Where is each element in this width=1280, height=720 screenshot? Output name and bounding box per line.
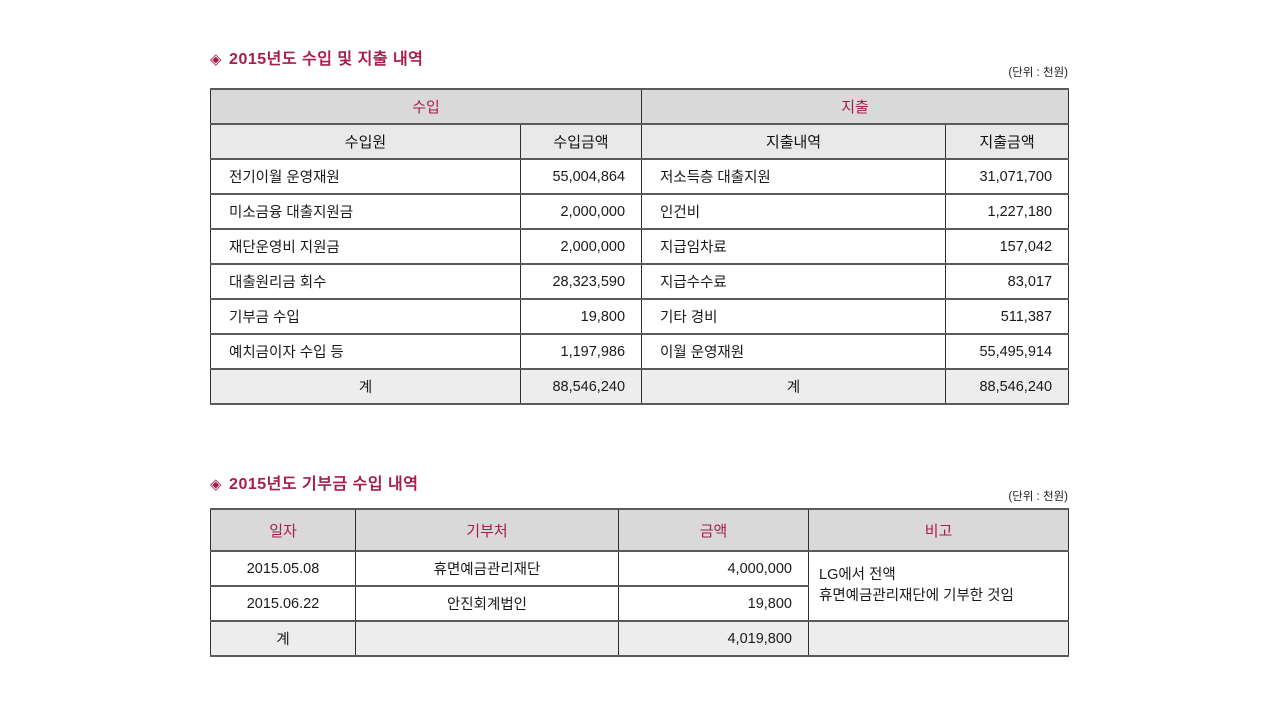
expense-amount-header: 지출금액 bbox=[945, 123, 1070, 160]
section1-unit-note: (단위 : 천원) bbox=[1008, 67, 1068, 79]
remark-line: 휴면예금관리재단에 기부한 것임 bbox=[819, 588, 1014, 604]
expense-group-header: 지출 bbox=[641, 88, 1070, 125]
income-amount-cell: 1,197,986 bbox=[519, 333, 643, 370]
expense-total-amount: 88,546,240 bbox=[945, 368, 1070, 405]
income-expense-table: 수입 지출 수입원 수입금액 지출내역 지출금액 전기이월 운영재원 55,00… bbox=[209, 88, 1070, 405]
expense-detail-cell: 지급수수료 bbox=[641, 263, 947, 300]
donation-donor-cell: 안진회계법인 bbox=[355, 585, 619, 622]
expense-amount-cell: 55,495,914 bbox=[945, 333, 1070, 370]
income-group-header: 수입 bbox=[209, 88, 643, 125]
donation-total-label: 계 bbox=[210, 620, 356, 657]
expense-amount-cell: 31,071,700 bbox=[945, 158, 1070, 195]
income-amount-cell: 55,004,864 bbox=[519, 158, 643, 195]
donation-donor-cell: 휴면예금관리재단 bbox=[355, 550, 619, 587]
section1-title: ◈ 2015년도 수입 및 지출 내역 bbox=[210, 45, 1068, 69]
expense-detail-cell: 지급임차료 bbox=[641, 228, 947, 265]
expense-amount-cell: 511,387 bbox=[945, 298, 1070, 335]
income-amount-cell: 19,800 bbox=[519, 298, 643, 335]
total-row: 계 4,019,800 bbox=[210, 620, 1069, 657]
income-source-cell: 전기이월 운영재원 bbox=[210, 158, 521, 195]
expense-detail-cell: 저소득층 대출지원 bbox=[641, 158, 947, 195]
income-source-cell: 미소금융 대출지원금 bbox=[210, 193, 521, 230]
section2-title-text: 2015년도 기부금 수입 내역 bbox=[229, 476, 419, 493]
group-header-row: 수입 지출 bbox=[209, 88, 1070, 125]
income-amount-cell: 28,323,590 bbox=[519, 263, 643, 300]
expense-detail-cell: 이월 운영재원 bbox=[641, 333, 947, 370]
section2-unit-note: (단위 : 천원) bbox=[1008, 491, 1068, 503]
table-row: 예치금이자 수입 등 1,197,986 이월 운영재원 55,495,914 bbox=[210, 333, 1070, 370]
expense-detail-cell: 인건비 bbox=[641, 193, 947, 230]
expense-total-label: 계 bbox=[641, 368, 947, 405]
date-header: 일자 bbox=[210, 508, 356, 552]
donation-remark-cell: LG에서 전액 휴면예금관리재단에 기부한 것임 bbox=[808, 550, 1069, 622]
section1-title-text: 2015년도 수입 및 지출 내역 bbox=[229, 51, 424, 68]
income-total-label: 계 bbox=[210, 368, 521, 405]
amount-header: 금액 bbox=[618, 508, 809, 552]
donation-total-amount: 4,019,800 bbox=[618, 620, 809, 657]
expense-amount-cell: 83,017 bbox=[945, 263, 1070, 300]
total-row: 계 88,546,240 계 88,546,240 bbox=[210, 368, 1070, 405]
column-header-row: 일자 기부처 금액 비고 bbox=[210, 508, 1069, 552]
income-source-header: 수입원 bbox=[210, 123, 521, 160]
expense-amount-cell: 1,227,180 bbox=[945, 193, 1070, 230]
table-row: 전기이월 운영재원 55,004,864 저소득층 대출지원 31,071,70… bbox=[210, 158, 1070, 195]
donation-amount-cell: 4,000,000 bbox=[618, 550, 809, 587]
table-row: 기부금 수입 19,800 기타 경비 511,387 bbox=[210, 298, 1070, 335]
remark-line: LG에서 전액 bbox=[819, 566, 896, 583]
income-total-amount: 88,546,240 bbox=[519, 368, 643, 405]
income-amount-cell: 2,000,000 bbox=[519, 193, 643, 230]
remark-header: 비고 bbox=[808, 508, 1069, 552]
expense-amount-cell: 157,042 bbox=[945, 228, 1070, 265]
donation-table: 일자 기부처 금액 비고 2015.05.08 휴면예금관리재단 4,000,0… bbox=[210, 508, 1069, 657]
empty-cell bbox=[808, 620, 1069, 657]
donation-date-cell: 2015.06.22 bbox=[210, 585, 356, 622]
diamond-bullet-icon: ◈ bbox=[210, 51, 223, 68]
table-row: 2015.05.08 휴면예금관리재단 4,000,000 LG에서 전액 휴면… bbox=[210, 550, 1069, 622]
donation-amount-cell: 19,800 bbox=[618, 585, 809, 622]
income-amount-header: 수입금액 bbox=[519, 123, 643, 160]
income-source-cell: 예치금이자 수입 등 bbox=[210, 333, 521, 370]
income-source-cell: 기부금 수입 bbox=[210, 298, 521, 335]
income-source-cell: 재단운영비 지원금 bbox=[210, 228, 521, 265]
table-row: 재단운영비 지원금 2,000,000 지급임차료 157,042 bbox=[210, 228, 1070, 265]
empty-cell bbox=[355, 620, 619, 657]
diamond-bullet-icon: ◈ bbox=[210, 476, 223, 493]
donation-date-cell: 2015.05.08 bbox=[210, 550, 356, 587]
table-row: 미소금융 대출지원금 2,000,000 인건비 1,227,180 bbox=[210, 193, 1070, 230]
donor-header: 기부처 bbox=[355, 508, 619, 552]
section2-title: ◈ 2015년도 기부금 수입 내역 bbox=[210, 470, 1068, 494]
column-header-row: 수입원 수입금액 지출내역 지출금액 bbox=[210, 123, 1070, 160]
expense-detail-header: 지출내역 bbox=[641, 123, 947, 160]
table-row: 2015.06.22 안진회계법인 19,800 bbox=[210, 585, 1069, 622]
income-amount-cell: 2,000,000 bbox=[519, 228, 643, 265]
income-source-cell: 대출원리금 회수 bbox=[210, 263, 521, 300]
table-row: 대출원리금 회수 28,323,590 지급수수료 83,017 bbox=[210, 263, 1070, 300]
expense-detail-cell: 기타 경비 bbox=[641, 298, 947, 335]
